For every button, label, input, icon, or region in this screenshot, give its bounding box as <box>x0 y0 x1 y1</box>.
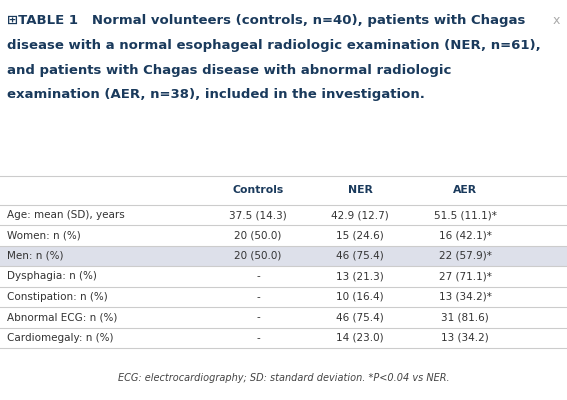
Text: -: - <box>256 292 260 302</box>
Text: examination (AER, n=38), included in the investigation.: examination (AER, n=38), included in the… <box>7 88 425 102</box>
Text: 37.5 (14.3): 37.5 (14.3) <box>229 210 287 220</box>
Text: -: - <box>256 333 260 343</box>
Bar <box>0 246 567 266</box>
Text: 15 (24.6): 15 (24.6) <box>336 230 384 240</box>
Text: Cardiomegaly: n (%): Cardiomegaly: n (%) <box>7 333 113 343</box>
Text: Constipation: n (%): Constipation: n (%) <box>7 292 108 302</box>
Text: -: - <box>256 271 260 282</box>
Text: 13 (34.2)*: 13 (34.2)* <box>438 292 492 302</box>
Text: NER: NER <box>348 185 373 195</box>
Text: 10 (16.4): 10 (16.4) <box>336 292 384 302</box>
Text: disease with a normal esophageal radiologic examination (NER, n=61),: disease with a normal esophageal radiolo… <box>7 39 540 52</box>
Text: AER: AER <box>453 185 477 195</box>
Text: 27 (71.1)*: 27 (71.1)* <box>438 271 492 282</box>
Text: ⊞TABLE 1   Normal volunteers (controls, n=40), patients with Chagas: ⊞TABLE 1 Normal volunteers (controls, n=… <box>7 14 525 27</box>
Text: -: - <box>256 312 260 322</box>
Text: Age: mean (SD), years: Age: mean (SD), years <box>7 210 125 220</box>
Text: 22 (57.9)*: 22 (57.9)* <box>438 251 492 261</box>
Text: Men: n (%): Men: n (%) <box>7 251 64 261</box>
Text: and patients with Chagas disease with abnormal radiologic: and patients with Chagas disease with ab… <box>7 64 451 77</box>
Text: 51.5 (11.1)*: 51.5 (11.1)* <box>434 210 496 220</box>
Text: x: x <box>553 14 560 27</box>
Text: 46 (75.4): 46 (75.4) <box>336 251 384 261</box>
Text: 31 (81.6): 31 (81.6) <box>441 312 489 322</box>
Text: 20 (50.0): 20 (50.0) <box>234 230 282 240</box>
Text: 42.9 (12.7): 42.9 (12.7) <box>331 210 389 220</box>
Text: Dysphagia: n (%): Dysphagia: n (%) <box>7 271 97 282</box>
Text: 46 (75.4): 46 (75.4) <box>336 312 384 322</box>
Text: Controls: Controls <box>232 185 284 195</box>
Text: 13 (34.2): 13 (34.2) <box>441 333 489 343</box>
Text: ECG: electrocardiography; SD: standard deviation. *P<0.04 vs NER.: ECG: electrocardiography; SD: standard d… <box>118 373 449 383</box>
Text: 14 (23.0): 14 (23.0) <box>336 333 384 343</box>
Text: Women: n (%): Women: n (%) <box>7 230 81 240</box>
Text: 13 (21.3): 13 (21.3) <box>336 271 384 282</box>
Text: 16 (42.1)*: 16 (42.1)* <box>438 230 492 240</box>
Text: 20 (50.0): 20 (50.0) <box>234 251 282 261</box>
Text: Abnormal ECG: n (%): Abnormal ECG: n (%) <box>7 312 117 322</box>
